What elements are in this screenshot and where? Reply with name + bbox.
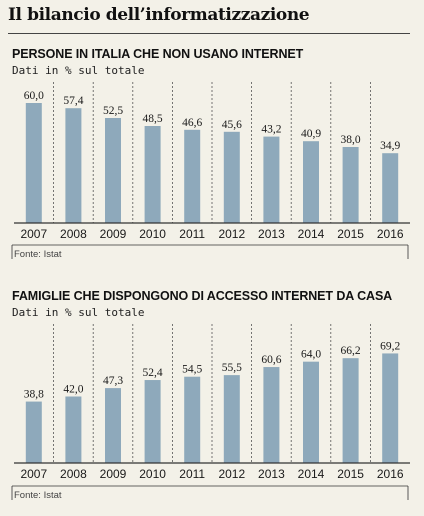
bar-2013 — [263, 136, 280, 223]
chart-1-source: Fonte: Istat — [14, 249, 62, 260]
x-tick-2015: 2015 — [337, 467, 364, 481]
x-tick-2011: 2011 — [179, 227, 205, 241]
x-tick-2010: 2010 — [139, 227, 166, 241]
x-tick-2007: 2007 — [20, 227, 47, 241]
x-tick-2008: 2008 — [60, 227, 87, 241]
bar-2014 — [303, 361, 319, 463]
x-tick-2015: 2015 — [337, 227, 364, 241]
data-label-2012: 45,6 — [222, 119, 242, 131]
data-label-2011: 54,5 — [182, 364, 202, 376]
x-tick-2014: 2014 — [298, 227, 325, 241]
chart-2-source: Fonte: Istat — [14, 490, 62, 501]
x-tick-2012: 2012 — [218, 227, 245, 241]
bar-2016 — [382, 153, 399, 223]
bar-2015 — [342, 358, 359, 463]
x-tick-2009: 2009 — [100, 467, 127, 481]
x-tick-2009: 2009 — [100, 227, 127, 241]
x-tick-2013: 2013 — [258, 467, 285, 481]
bar-2015 — [342, 147, 359, 223]
bar-2011 — [184, 376, 201, 463]
data-label-2008: 42,0 — [63, 384, 83, 396]
bar-2008 — [65, 396, 82, 463]
chart-2-title: FAMIGLIE CHE DISPONGONO DI ACCESSO INTER… — [12, 289, 393, 303]
x-tick-2014: 2014 — [298, 467, 325, 481]
x-tick-2010: 2010 — [139, 467, 166, 481]
x-tick-2007: 2007 — [20, 467, 47, 481]
bar-2012 — [223, 375, 240, 463]
bar-2016 — [382, 353, 399, 463]
chart-2-bar-chart: 38,8 2007 42,0 2008 47,3 2009 52,4 2010 54,5 2011… — [11, 324, 410, 500]
title-divider — [8, 33, 410, 34]
data-label-2009: 52,5 — [103, 105, 123, 117]
chart-1-bar-chart: 60,0 2007 57,4 2008 52,5 2009 48,5 2010 46,6 2011… — [11, 82, 410, 259]
data-label-2013: 60,6 — [261, 354, 281, 366]
bar-2008 — [65, 108, 82, 223]
data-label-2011: 46,6 — [182, 117, 202, 129]
x-tick-2016: 2016 — [377, 227, 404, 241]
bar-2013 — [263, 367, 280, 463]
bar-2009 — [105, 388, 121, 463]
data-label-2007: 38,8 — [24, 389, 44, 401]
bar-2012 — [223, 131, 240, 223]
page-title: Il bilancio dell’informatizzazione — [8, 5, 310, 25]
bar-2010 — [144, 126, 161, 223]
data-label-2016: 69,2 — [380, 340, 400, 352]
chart-1-subtitle: Dati in % sul totale — [12, 64, 145, 77]
data-label-2010: 48,5 — [143, 113, 163, 125]
data-label-2012: 55,5 — [222, 362, 242, 374]
x-tick-2012: 2012 — [218, 467, 245, 481]
x-tick-2008: 2008 — [60, 467, 87, 481]
x-tick-2016: 2016 — [377, 467, 404, 481]
bar-2007 — [25, 401, 42, 463]
data-label-2010: 52,4 — [143, 367, 163, 379]
bar-2009 — [105, 118, 121, 223]
data-label-2007: 60,0 — [24, 90, 44, 102]
data-label-2014: 64,0 — [301, 349, 321, 361]
data-label-2013: 43,2 — [261, 124, 281, 136]
data-label-2009: 47,3 — [103, 375, 123, 387]
bar-2007 — [25, 103, 42, 223]
x-tick-2013: 2013 — [258, 227, 285, 241]
data-label-2016: 34,9 — [380, 140, 400, 152]
data-label-2008: 57,4 — [63, 95, 83, 107]
data-label-2015: 66,2 — [341, 345, 361, 357]
bar-2010 — [144, 380, 161, 463]
chart-1-title: PERSONE IN ITALIA CHE NON USANO INTERNET — [12, 47, 304, 61]
data-label-2015: 38,0 — [341, 134, 361, 146]
bar-2014 — [303, 141, 319, 223]
data-label-2014: 40,9 — [301, 128, 321, 140]
x-tick-2011: 2011 — [179, 467, 205, 481]
bar-2011 — [184, 129, 201, 223]
chart-2-subtitle: Dati in % sul totale — [12, 306, 145, 319]
